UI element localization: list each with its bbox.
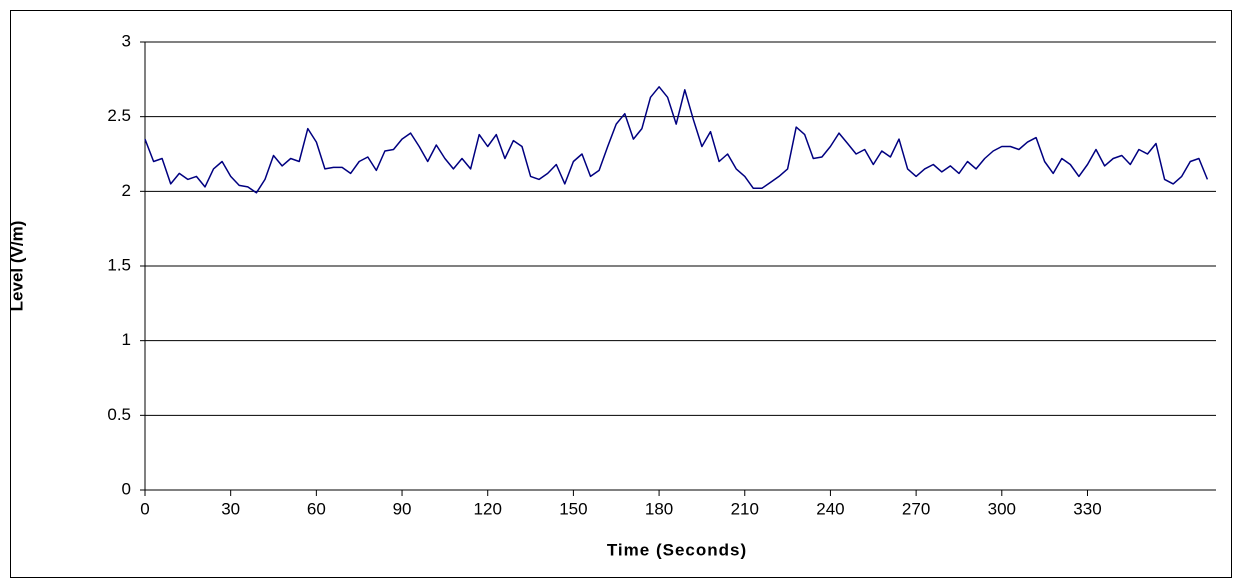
x-tick-label: 270 bbox=[902, 499, 930, 518]
y-tick-label: 2 bbox=[122, 181, 131, 200]
x-tick-label: 240 bbox=[816, 499, 844, 518]
y-tick-label: 0 bbox=[122, 479, 131, 498]
x-tick-label: 30 bbox=[221, 499, 240, 518]
y-tick-label: 2.5 bbox=[107, 106, 131, 125]
y-tick-label: 3 bbox=[122, 31, 131, 50]
x-tick-label: 90 bbox=[393, 499, 412, 518]
y-axis-title: Level (V/m) bbox=[7, 221, 26, 312]
y-tick-label: 0.5 bbox=[107, 405, 131, 424]
x-tick-label: 120 bbox=[474, 499, 502, 518]
x-tick-label: 330 bbox=[1073, 499, 1101, 518]
y-tick-label: 1 bbox=[122, 330, 131, 349]
x-tick-label: 210 bbox=[731, 499, 759, 518]
x-tick-label: 150 bbox=[559, 499, 587, 518]
chart-border bbox=[10, 10, 1232, 578]
x-tick-label: 0 bbox=[140, 499, 149, 518]
x-tick-label: 300 bbox=[988, 499, 1016, 518]
x-tick-label: 60 bbox=[307, 499, 326, 518]
y-tick-label: 1.5 bbox=[107, 255, 131, 274]
data-line bbox=[144, 86, 1209, 194]
x-tick-label: 180 bbox=[645, 499, 673, 518]
x-axis-title: Time (Seconds) bbox=[607, 540, 747, 559]
